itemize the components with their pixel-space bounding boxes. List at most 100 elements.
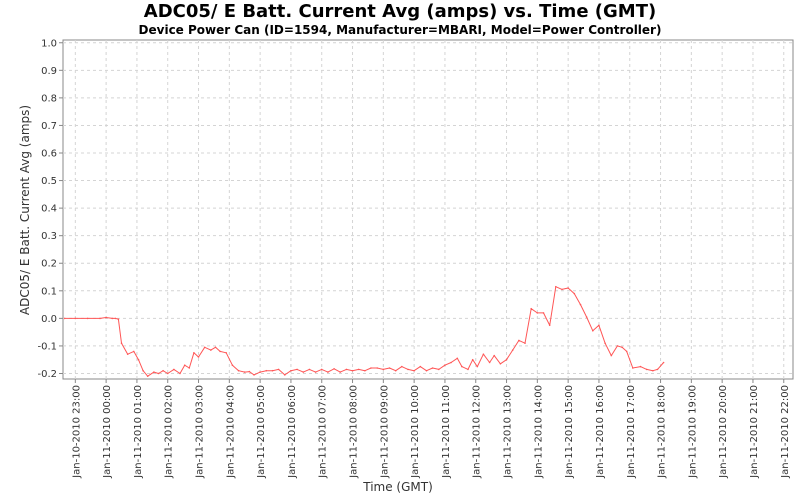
data-point <box>120 342 123 345</box>
data-point <box>86 317 89 320</box>
data-point <box>153 371 155 373</box>
data-point <box>561 288 563 291</box>
data-point <box>265 369 268 372</box>
chart-subtitle: Device Power Can (ID=1594, Manufacturer=… <box>138 23 662 37</box>
data-point <box>225 352 227 354</box>
x-tick-label: Jan-11-2010 05:00 <box>256 385 267 479</box>
data-point <box>99 317 101 320</box>
x-tick-label: Jan-11-2010 17:00 <box>626 385 637 479</box>
data-point <box>259 371 261 373</box>
data-point <box>493 354 496 357</box>
data-point <box>179 372 181 375</box>
data-point <box>173 368 175 371</box>
y-tick-label: 0.6 <box>41 149 57 160</box>
x-tick-label: Jan-11-2010 18:00 <box>657 385 668 479</box>
x-tick-label: Jan-11-2010 20:00 <box>718 385 729 479</box>
y-tick-label: 0.7 <box>41 121 57 132</box>
y-tick-label: 0.1 <box>41 286 57 297</box>
data-point <box>530 307 532 310</box>
x-tick-label: Jan-11-2010 06:00 <box>287 385 298 479</box>
x-tick-label: Jan-11-2010 13:00 <box>503 385 514 479</box>
x-tick-label: Jan-10-2010 23:00 <box>71 385 82 479</box>
data-point <box>505 358 508 361</box>
x-tick-label: Jan-11-2010 15:00 <box>564 385 575 479</box>
data-point <box>157 372 160 375</box>
series-line <box>64 286 664 377</box>
y-tick-label: 0.8 <box>41 93 57 104</box>
data-point <box>645 368 648 371</box>
data-point <box>248 370 251 373</box>
data-point <box>413 369 415 372</box>
x-tick-label: Jan-11-2010 11:00 <box>441 385 452 479</box>
data-point <box>476 365 479 368</box>
y-tick-label: 0.9 <box>41 66 57 77</box>
data-point <box>210 349 212 351</box>
data-point <box>142 369 144 372</box>
data-point <box>327 371 329 373</box>
x-tick-label: Jan-11-2010 07:00 <box>318 385 329 479</box>
data-point <box>625 350 628 353</box>
x-tick-label: Jan-11-2010 12:00 <box>472 385 483 479</box>
data-point <box>320 368 323 371</box>
data-point <box>231 364 234 367</box>
data-point <box>467 368 469 371</box>
data-point <box>314 371 317 373</box>
grid <box>63 40 793 379</box>
data-point <box>376 367 379 369</box>
chart-title: ADC05/ E Batt. Current Avg (amps) vs. Ti… <box>143 1 657 22</box>
data-point <box>579 303 582 306</box>
data-point <box>652 369 654 372</box>
data-point <box>511 349 514 351</box>
y-tick-label: 0.3 <box>41 231 57 242</box>
data-point <box>339 371 342 373</box>
data-point <box>407 368 409 371</box>
data-point <box>364 369 366 372</box>
data-point <box>114 317 117 320</box>
data-point <box>370 367 372 369</box>
y-tick-label: 1.0 <box>41 38 57 49</box>
y-tick-label: -0.2 <box>37 369 57 380</box>
data-point <box>133 350 135 353</box>
x-tick-label: Jan-11-2010 02:00 <box>164 385 175 479</box>
data-point <box>203 346 206 349</box>
data-point <box>183 364 186 367</box>
data-point <box>471 358 474 361</box>
data-point <box>548 324 551 327</box>
data-point <box>197 356 200 358</box>
x-axis-title: Time (GMT) <box>362 480 433 494</box>
data-point <box>431 367 434 369</box>
plot-area <box>62 39 794 380</box>
data-point <box>536 312 539 314</box>
data-point <box>488 361 491 364</box>
x-tick-label: Jan-11-2010 21:00 <box>749 385 760 479</box>
data-point <box>296 368 298 371</box>
data-point <box>388 367 391 369</box>
x-tick-label: Jan-11-2010 09:00 <box>379 385 390 479</box>
data-point <box>573 292 576 295</box>
data-point <box>63 317 66 320</box>
data-point <box>351 369 354 372</box>
data-point <box>126 353 129 356</box>
data-point <box>333 368 335 370</box>
data-point <box>271 369 274 372</box>
x-tick-label: Jan-11-2010 16:00 <box>595 385 606 479</box>
x-tick-label: Jan-11-2010 08:00 <box>349 385 360 479</box>
data-point <box>639 365 642 368</box>
data-point <box>146 375 149 378</box>
data-point <box>117 318 120 321</box>
data-point <box>542 312 545 314</box>
data-point <box>598 324 600 327</box>
data-point <box>166 372 169 375</box>
data-point <box>284 374 286 376</box>
data-point <box>419 365 422 368</box>
data-point <box>243 371 246 373</box>
data-point <box>425 369 428 372</box>
data-point <box>461 365 463 368</box>
y-tick-label: -0.1 <box>37 341 57 352</box>
data-point <box>193 352 195 354</box>
data-point <box>610 354 613 357</box>
series-layer <box>63 285 665 378</box>
data-point <box>214 346 217 349</box>
data-point <box>111 317 114 320</box>
